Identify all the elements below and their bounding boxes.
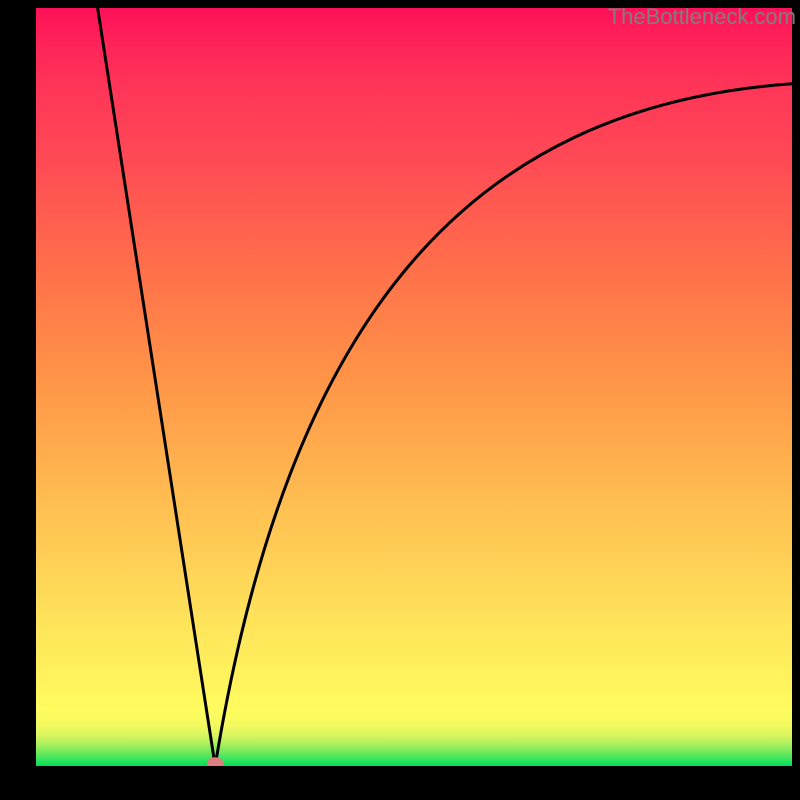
bottleneck-curve-chart [36,8,792,766]
figure-container: TheBottleneck.com [0,0,800,800]
watermark-text: TheBottleneck.com [608,4,796,30]
gradient-background [36,8,792,766]
plot-area [36,8,792,766]
